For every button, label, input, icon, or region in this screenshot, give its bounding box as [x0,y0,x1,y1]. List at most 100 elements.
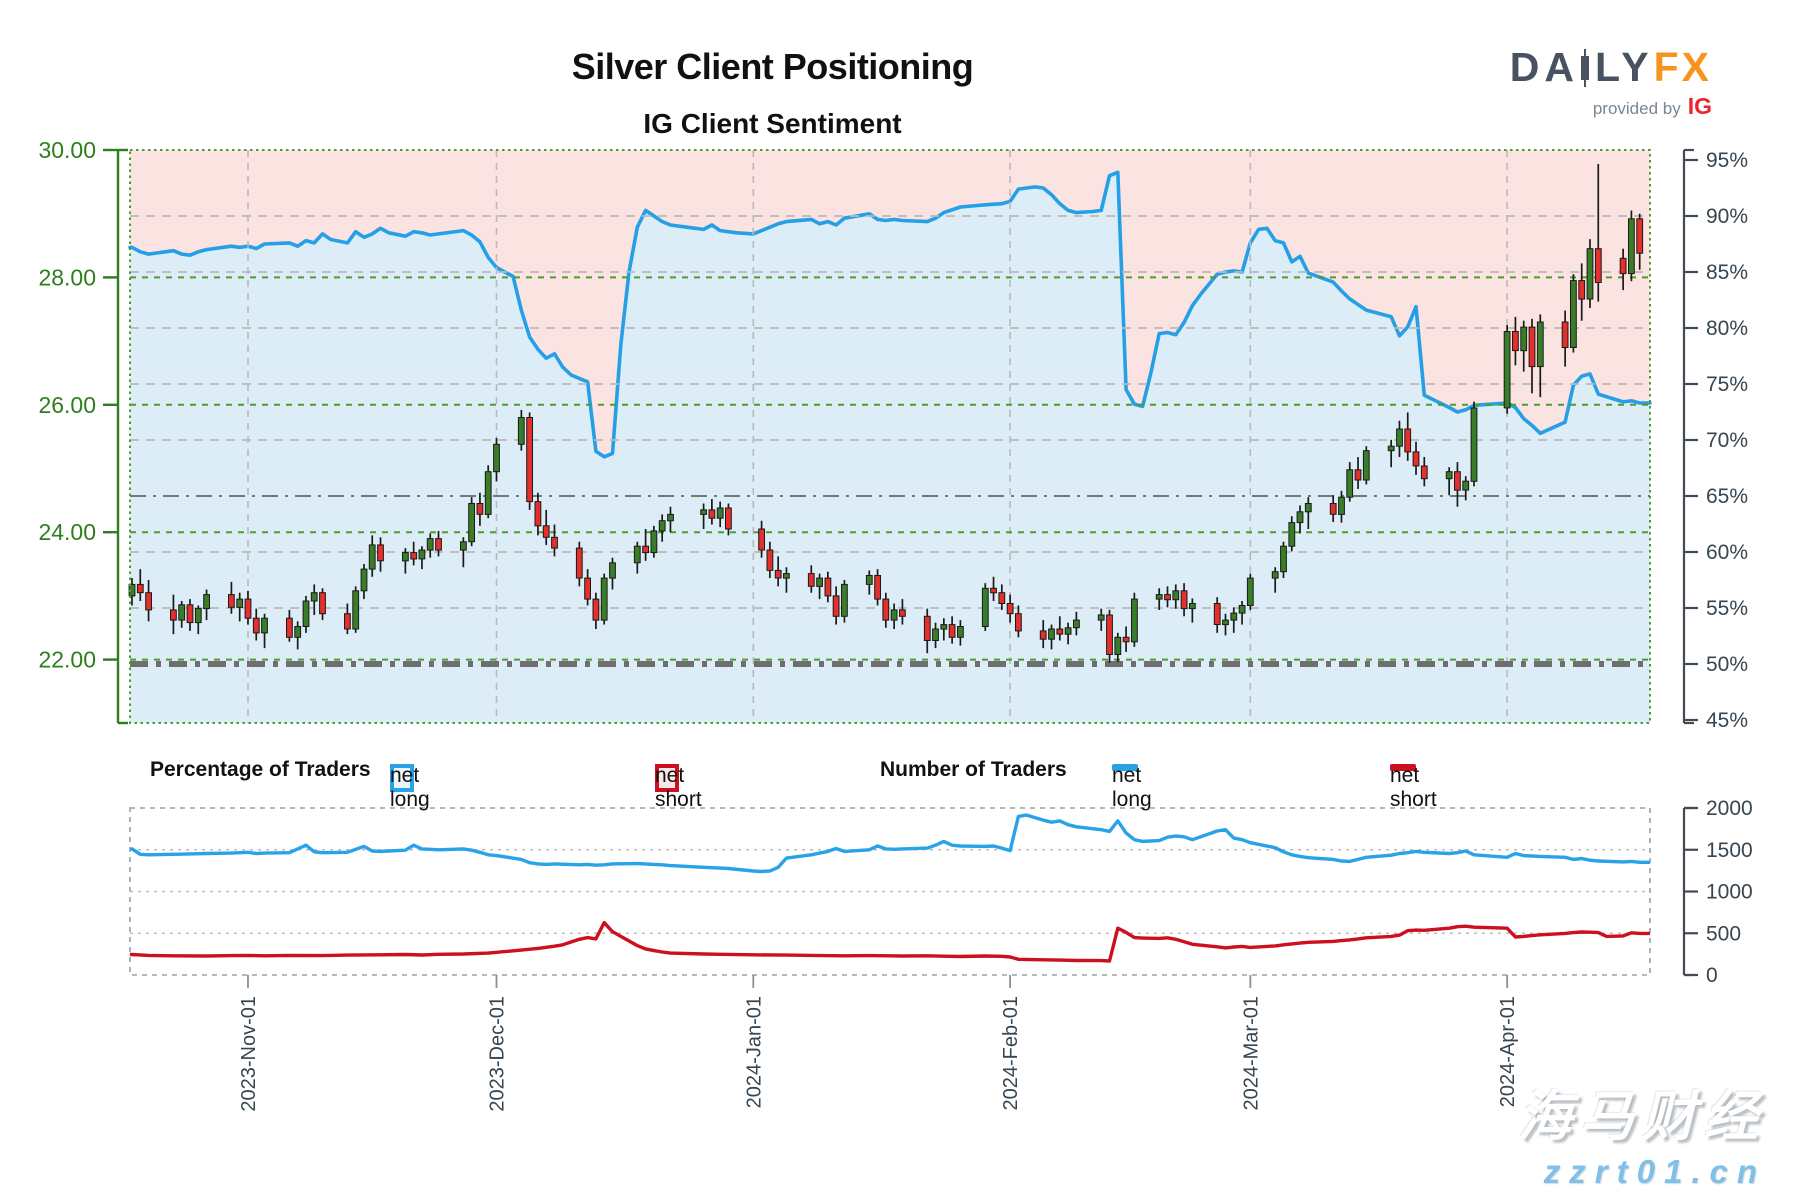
candle-body [377,544,384,562]
logo-text-fx: FX [1653,44,1712,90]
price-tick-label: 28.00 [38,264,96,290]
candle-body [1164,594,1171,601]
candle-body [252,617,260,634]
candle-body [344,613,351,630]
candle-body [244,598,252,619]
candle-body [981,587,989,627]
net-short-area-swatch-icon [655,764,679,792]
chart-subtitle: IG Client Sentiment [643,108,902,139]
candle-body [1180,590,1188,610]
count-tick-label: 1500 [1706,839,1753,862]
candle-body [1404,428,1412,453]
candle-body [1354,469,1362,481]
candle-body [1594,248,1602,283]
candle-body [998,592,1006,605]
candle-body [832,595,840,617]
price-tick-label: 22.00 [38,647,96,673]
candle-body [286,617,293,638]
dailyfx-logo: DA LY FX provided by IG [1510,44,1712,120]
candle-body [1213,603,1221,625]
candle-body [650,530,658,554]
candles-series [128,164,1644,663]
candle-body [294,626,302,638]
candle-body [1271,571,1279,579]
candle-body [1586,248,1594,300]
pct-tick-label: 65% [1706,485,1748,508]
sentiment-net-long-pct-line [128,170,1652,459]
candle-body [932,628,939,641]
candle-body [410,552,418,560]
candle-body [1296,511,1304,524]
page-title: Silver Client Positioning [571,46,974,87]
count-tick-label: 500 [1706,922,1741,945]
candle-body [758,528,766,551]
candle-body [1561,321,1569,348]
main-plot-border [129,149,1651,724]
candle-body [542,525,550,538]
price-axis: 30.00 28.00 26.00 24.00 22.00 [38,137,128,725]
candle-body [658,520,666,532]
candle-body [426,538,434,551]
candle-body [841,583,848,617]
candle-body [551,536,558,549]
candle-body [1387,445,1395,452]
candle-body [1172,590,1180,601]
candle-body [145,592,152,611]
candle-body [1230,612,1238,621]
candle-body [700,509,708,515]
pct-tick-label: 45% [1706,709,1748,732]
legend-label: net short [655,764,702,811]
net-long-area-swatch-icon [390,764,414,792]
pct-tick-label: 70% [1706,429,1748,452]
candle-body [493,443,500,473]
candle-body [1106,614,1113,655]
candle-body [865,575,873,585]
pct-tick-label: 90% [1706,205,1748,228]
date-tick-label: 2024-Feb-01 [1000,996,1022,1111]
date-tick-label: 2023-Dec-01 [486,996,508,1112]
provided-by-line: provided by IG [1510,93,1712,120]
candle-body [609,562,616,579]
candle-body [534,501,542,527]
logo-text-da: DA [1509,44,1579,90]
watermark-brand: 海马财经 [1518,1087,1766,1147]
candle-body [1512,331,1519,352]
legend-label: net short [1390,764,1437,811]
candle-body [816,577,824,587]
candle-body [310,592,318,602]
candle-body [824,577,832,597]
candle-body [716,507,724,519]
candle-body [178,604,186,621]
logo-text-ly: LY [1594,44,1654,90]
net-long-count-line [130,813,1650,874]
candle-body [1578,280,1586,300]
candle-body [1114,636,1122,655]
watermark-url: zzrt01.cn [1543,1153,1766,1190]
candle-body [352,590,360,630]
candle-body [1346,469,1354,498]
candle-body [319,592,326,615]
candle-body [807,573,815,587]
candle-body [1238,605,1246,614]
candle-body [1412,451,1420,467]
candle-body [517,417,525,445]
candle-body [1396,428,1403,447]
candle-body [236,598,244,608]
date-tick-label: 2024-Apr-01 [1497,996,1519,1107]
net-long-line-swatch-icon [1112,764,1138,771]
legend-label: net long [1112,764,1152,811]
candle-body [1503,331,1511,409]
candle-body [1470,407,1478,482]
price-tick-label: 30.00 [38,137,96,163]
candle-body [484,471,492,515]
candle-body [1329,503,1337,515]
candle-body [476,503,484,515]
candle-body [1570,280,1577,349]
candle-body [592,598,600,621]
candle-body [228,594,235,608]
candle-body [1462,480,1470,491]
percent-axis: 95% 90% 85% 80% 75% 70% 65% 60% 55% 50% 45% [1682,148,1748,732]
candle-body [899,609,906,617]
candle-body [923,615,931,641]
